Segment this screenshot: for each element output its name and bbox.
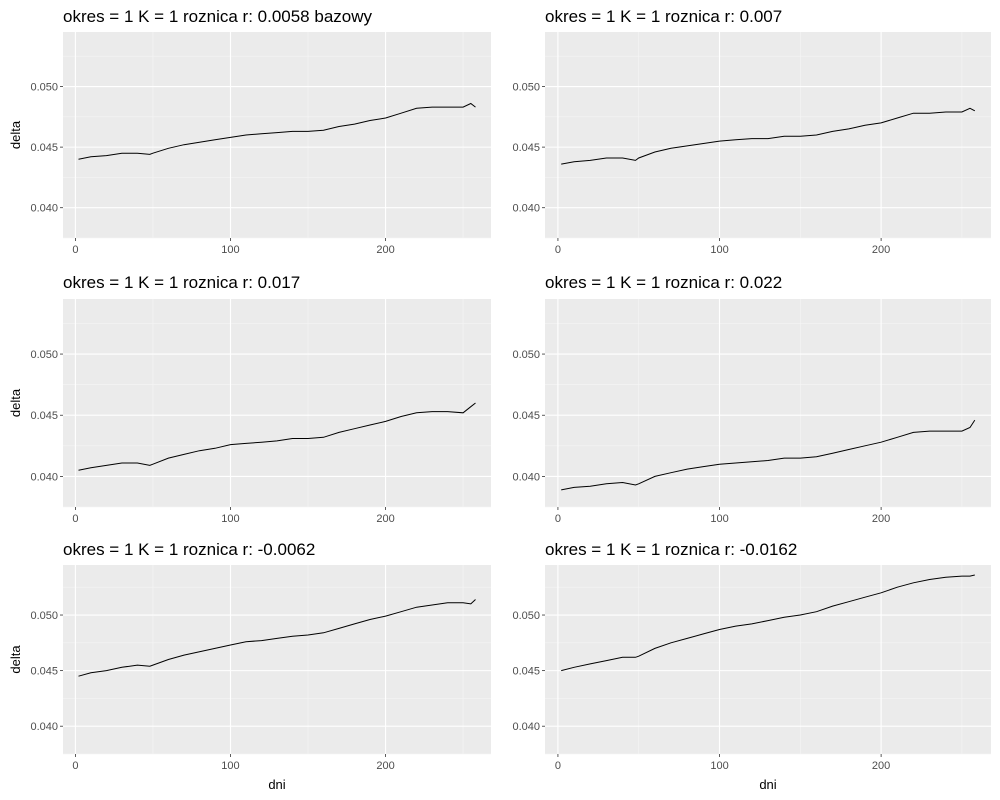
y-tick-label: 0.050 (30, 349, 58, 361)
y-axis-title: delta (8, 645, 23, 674)
y-tick-label: 0.040 (512, 203, 540, 215)
x-tick-label: 0 (72, 513, 78, 525)
panel-title: okres = 1 K = 1 roznica r: 0.0058 bazowy (63, 7, 373, 26)
y-tick-label: 0.045 (30, 142, 58, 154)
y-tick-label: 0.045 (512, 142, 540, 154)
facet-panel-4: okres = 1 K = 1 roznica r: 0.022 0 100 200 0… (512, 273, 991, 525)
y-tick-label: 0.050 (512, 82, 540, 94)
facet-panel-5: okres = 1 K = 1 roznica r: -0.0062 0 100 20… (8, 540, 491, 792)
y-axis-title: delta (8, 388, 23, 417)
y-tick-label: 0.045 (30, 410, 58, 422)
x-tick-label: 200 (376, 244, 394, 256)
panel-background (63, 565, 491, 754)
y-axis-title: delta (8, 120, 23, 149)
panel-background (63, 32, 491, 238)
panel-title: okres = 1 K = 1 roznica r: 0.017 (63, 273, 300, 292)
y-tick-label: 0.050 (512, 610, 540, 622)
x-tick-label: 0 (555, 244, 561, 256)
y-tick-label: 0.050 (30, 610, 58, 622)
series-line-1 (78, 402, 476, 471)
y-tick-label: 0.040 (512, 471, 540, 483)
y-tick-label: 0.040 (30, 471, 58, 483)
facet-panel-6: okres = 1 K = 1 roznica r: -0.0162 0 100 20… (512, 540, 991, 792)
x-tick-label: 0 (72, 760, 78, 772)
y-tick-label: 0.040 (30, 721, 58, 733)
x-tick-label: 100 (221, 244, 239, 256)
y-tick-label: 0.050 (512, 349, 540, 361)
x-axis-title: dni (759, 777, 776, 792)
panel-title: okres = 1 K = 1 roznica r: 0.007 (545, 7, 782, 26)
x-tick-label: 0 (72, 244, 78, 256)
panel-background (63, 299, 491, 507)
x-tick-label: 100 (221, 760, 239, 772)
x-tick-label: 100 (710, 760, 728, 772)
y-tick-label: 0.045 (30, 666, 58, 678)
x-tick-label: 0 (555, 513, 561, 525)
y-tick-label: 0.045 (512, 410, 540, 422)
panel-background (545, 299, 991, 507)
series-line-1 (78, 102, 476, 160)
series-line-1 (561, 107, 976, 165)
x-tick-label: 0 (555, 760, 561, 772)
x-tick-label: 200 (376, 760, 394, 772)
panel-title: okres = 1 K = 1 roznica r: -0.0162 (545, 540, 797, 559)
x-tick-label: 100 (221, 513, 239, 525)
facet-panel-1: okres = 1 K = 1 roznica r: 0.0058 bazowy… (8, 7, 491, 256)
y-tick-label: 0.040 (30, 203, 58, 215)
facet-panel-2: okres = 1 K = 1 roznica r: 0.007 0 100 200 0… (512, 7, 991, 256)
series-line-1 (78, 599, 476, 677)
panel-background (545, 565, 991, 754)
x-tick-label: 200 (872, 760, 890, 772)
panel-title: okres = 1 K = 1 roznica r: 0.022 (545, 273, 782, 292)
x-tick-label: 100 (710, 513, 728, 525)
y-tick-label: 0.045 (512, 666, 540, 678)
y-tick-label: 0.050 (30, 82, 58, 94)
panel-background (545, 32, 991, 238)
x-tick-label: 100 (710, 244, 728, 256)
x-axis-title: dni (268, 777, 285, 792)
y-tick-label: 0.040 (512, 721, 540, 733)
series-line-1 (561, 419, 976, 491)
x-tick-label: 200 (872, 513, 890, 525)
x-tick-label: 200 (376, 513, 394, 525)
x-tick-label: 200 (872, 244, 890, 256)
facet-panel-3: okres = 1 K = 1 roznica r: 0.017 0 100 200 0… (8, 273, 491, 525)
series-line-1 (561, 574, 975, 672)
panel-title: okres = 1 K = 1 roznica r: -0.0062 (63, 540, 315, 559)
